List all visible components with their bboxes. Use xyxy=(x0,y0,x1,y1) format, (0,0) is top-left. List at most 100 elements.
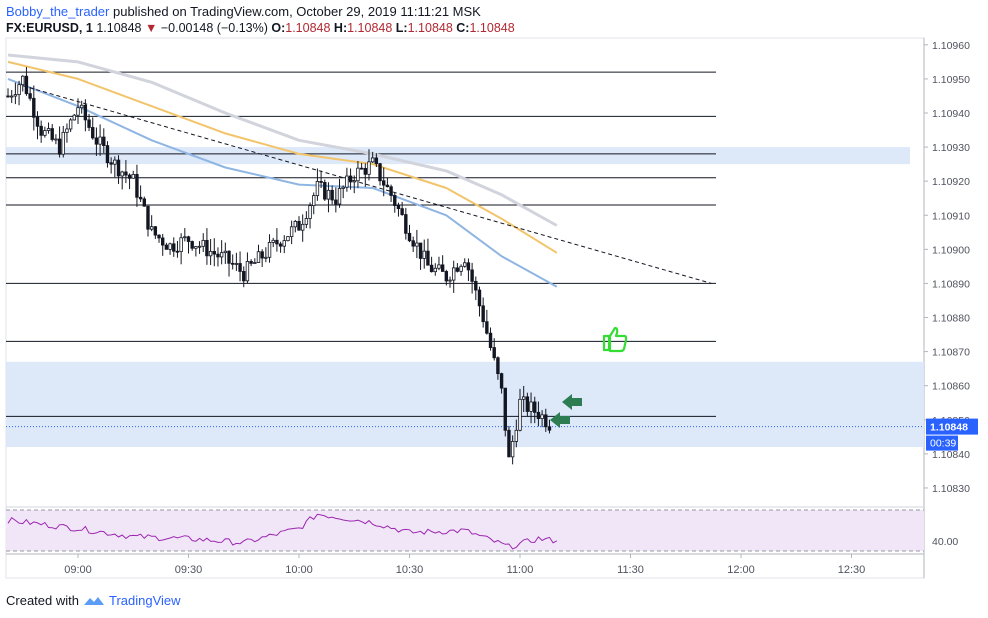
ema-grey-line xyxy=(7,53,558,227)
down-arrow-icon: ▼ xyxy=(144,21,158,35)
candle xyxy=(76,98,80,125)
candle xyxy=(131,170,135,179)
candle-body xyxy=(411,240,415,247)
candle xyxy=(374,153,379,168)
close-label: C: xyxy=(456,21,470,35)
candle xyxy=(13,82,18,105)
candle-body xyxy=(109,162,113,165)
candle xyxy=(238,251,242,282)
candle-body xyxy=(367,161,371,175)
low-label: L: xyxy=(395,21,408,35)
candle xyxy=(389,184,393,203)
candle-body xyxy=(201,239,205,247)
candle-body xyxy=(267,241,272,258)
candle xyxy=(275,228,279,252)
candle xyxy=(319,170,323,189)
candle xyxy=(201,233,205,253)
price-tick-label: 1.10940 xyxy=(932,108,970,120)
candle xyxy=(308,202,312,229)
time-tick-label: 10:30 xyxy=(396,564,424,576)
candle-body xyxy=(249,261,253,264)
candle xyxy=(510,435,515,465)
candle xyxy=(337,178,342,208)
candle xyxy=(352,175,356,194)
candle-body xyxy=(510,441,515,458)
ema-orange-line xyxy=(7,60,558,254)
candle xyxy=(356,160,360,188)
candle xyxy=(544,408,548,432)
candle-body xyxy=(271,239,275,243)
candle-body xyxy=(289,226,294,237)
candle xyxy=(463,258,467,268)
candle-body xyxy=(135,174,139,198)
candle-body xyxy=(323,182,327,200)
candle-body xyxy=(518,398,522,431)
candle xyxy=(455,263,460,273)
published-text: published on TradingView.com, October 29… xyxy=(112,4,481,19)
candle xyxy=(330,185,334,205)
low-value: 1.10848 xyxy=(407,21,453,35)
candle-body xyxy=(389,186,393,196)
candle xyxy=(190,240,194,251)
candle-body xyxy=(544,414,548,428)
candle-body xyxy=(120,171,124,177)
candle xyxy=(256,244,261,263)
candle xyxy=(540,410,544,428)
tradingview-brand[interactable]: TradingView xyxy=(108,593,181,608)
candle-body xyxy=(186,236,191,242)
candle-body xyxy=(433,267,437,273)
candle-body xyxy=(525,396,530,412)
time-tick-label: 12:30 xyxy=(838,564,866,576)
candle xyxy=(253,258,257,264)
candle xyxy=(293,219,298,233)
candle-body xyxy=(521,396,526,400)
candle xyxy=(341,185,345,199)
candle xyxy=(297,216,301,231)
candle-body xyxy=(429,264,434,273)
candle-body xyxy=(197,245,202,248)
candle-body xyxy=(43,130,47,136)
candle xyxy=(426,238,430,266)
candle-body xyxy=(205,239,209,257)
candle xyxy=(477,286,482,317)
candle xyxy=(219,240,224,265)
candle-body xyxy=(238,263,242,272)
candle xyxy=(521,385,526,413)
candle xyxy=(68,118,73,133)
candle-body xyxy=(359,167,364,170)
candle-body xyxy=(348,175,353,183)
candle-body xyxy=(440,264,445,272)
candle-body xyxy=(363,167,367,175)
candle-body xyxy=(304,218,309,225)
candle xyxy=(168,242,172,255)
candle xyxy=(547,419,552,434)
candle-body xyxy=(529,401,533,412)
publish-info: Bobby_the_trader published on TradingVie… xyxy=(6,4,481,19)
candle-body xyxy=(393,195,397,206)
candle xyxy=(536,401,541,427)
candle xyxy=(518,388,522,432)
candle xyxy=(326,182,331,213)
candle xyxy=(161,233,165,256)
candle xyxy=(323,179,327,201)
candle-body xyxy=(352,180,356,183)
candle-body xyxy=(113,159,117,165)
candle xyxy=(459,264,463,276)
candle xyxy=(242,266,246,288)
candle-body xyxy=(50,128,54,140)
candle xyxy=(183,228,187,242)
countdown-label: 00:39 xyxy=(930,438,956,450)
candle-body xyxy=(492,347,496,359)
candle xyxy=(120,170,124,190)
time-tick-label: 11:00 xyxy=(507,564,534,576)
high-label: H: xyxy=(333,21,348,35)
candle xyxy=(54,134,58,145)
candle xyxy=(109,157,113,174)
author-link[interactable]: Bobby_the_trader xyxy=(6,4,110,19)
candle xyxy=(359,162,364,170)
candle xyxy=(205,228,209,265)
candle xyxy=(437,256,441,271)
candle-body xyxy=(485,321,489,334)
open-label: O: xyxy=(271,21,286,35)
